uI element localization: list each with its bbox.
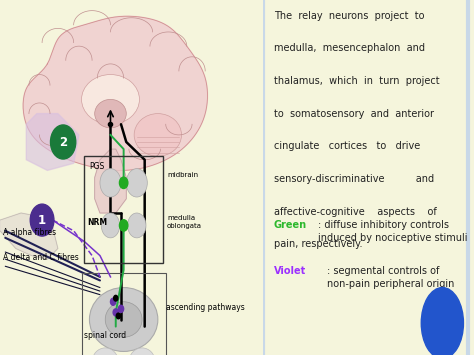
Circle shape (100, 169, 121, 197)
Ellipse shape (129, 348, 155, 355)
Text: pain, respectively.: pain, respectively. (273, 239, 362, 249)
Text: 1: 1 (38, 214, 46, 226)
Text: A alpha fibres: A alpha fibres (3, 228, 56, 237)
Circle shape (113, 309, 118, 316)
Ellipse shape (90, 288, 158, 351)
Circle shape (30, 204, 54, 236)
Text: midbrain: midbrain (167, 173, 198, 178)
Text: ascending pathways: ascending pathways (166, 302, 245, 312)
Text: spinal cord: spinal cord (84, 331, 126, 340)
Bar (82, 273, 166, 355)
Polygon shape (95, 149, 126, 213)
Circle shape (421, 288, 464, 355)
Text: medulla,  mesencephalon  and: medulla, mesencephalon and (273, 43, 425, 53)
Circle shape (118, 305, 124, 312)
Text: The  relay  neurons  project  to: The relay neurons project to (273, 11, 424, 21)
Circle shape (128, 213, 146, 238)
Text: affective-cognitive    aspects    of: affective-cognitive aspects of (273, 207, 437, 217)
Text: to  somatosensory  and  anterior: to somatosensory and anterior (273, 109, 434, 119)
Ellipse shape (105, 302, 142, 337)
Text: Green: Green (273, 220, 307, 230)
Bar (84, 156, 163, 263)
Text: Violet: Violet (273, 266, 306, 276)
Circle shape (110, 298, 116, 305)
Ellipse shape (82, 75, 139, 124)
Polygon shape (0, 213, 58, 259)
Text: cingulate   cortices   to   drive: cingulate cortices to drive (273, 141, 420, 151)
Circle shape (116, 313, 120, 319)
Text: NRM: NRM (87, 218, 107, 227)
Text: thalamus,  which  in  turn  project: thalamus, which in turn project (273, 76, 439, 86)
Ellipse shape (95, 99, 126, 128)
Circle shape (101, 213, 120, 238)
Text: : diffuse inhibitory controls
induced by nociceptive stimuli: : diffuse inhibitory controls induced by… (318, 220, 467, 243)
Text: medulla
oblongata: medulla oblongata (167, 215, 202, 229)
Text: 2: 2 (59, 136, 67, 148)
Text: A delta and C fibres: A delta and C fibres (3, 253, 78, 262)
Circle shape (51, 125, 76, 159)
Circle shape (119, 220, 128, 231)
Circle shape (114, 295, 118, 301)
Ellipse shape (92, 348, 118, 355)
Ellipse shape (134, 114, 182, 156)
Polygon shape (27, 114, 79, 170)
Text: sensory-discriminative          and: sensory-discriminative and (273, 174, 434, 184)
Circle shape (119, 177, 128, 189)
Circle shape (126, 169, 147, 197)
Text: : segmental controls of
non-pain peripheral origin: : segmental controls of non-pain periphe… (328, 266, 455, 289)
Text: PGS: PGS (90, 162, 105, 170)
Polygon shape (23, 16, 208, 170)
